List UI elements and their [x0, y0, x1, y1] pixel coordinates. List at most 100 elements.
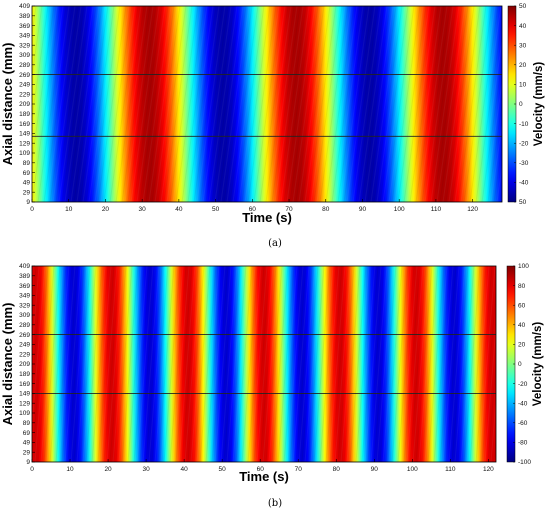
x-tick-label: 120: [467, 206, 478, 213]
x-tick-label: 70: [285, 206, 293, 213]
x-tick-label: 20: [102, 206, 110, 213]
chart-panel-a: 0 10 20 30 40 50 60 70 80 90 100 110 120929496989109…: [0, 3, 545, 249]
y-tick-label: 309: [19, 312, 30, 319]
y-tick-label: 9: [26, 199, 30, 206]
y-tick-label: 29: [23, 189, 31, 196]
y-tick-label: 169: [19, 121, 30, 128]
y-tick-label: 149: [19, 131, 30, 138]
y-tick-label: 309: [19, 52, 30, 59]
y-tick-label: 249: [19, 82, 30, 89]
colorbar-tick-label: 20: [519, 62, 527, 69]
y-tick-label: 229: [19, 351, 30, 358]
x-tick-label: 120: [483, 466, 494, 473]
colorbar: 50 40 30 20 10 0 -10 -20 -30 -40 50 Velocity (mm/s): [507, 3, 545, 206]
colorbar-tick-label: -30: [519, 160, 529, 167]
panel-caption: (b): [268, 498, 282, 509]
y-tick-label: 69: [23, 170, 31, 177]
y-tick-label: 289: [19, 62, 30, 69]
y-axis-label: Axial distance (mm): [0, 43, 15, 166]
x-tick-label: 50: [212, 206, 220, 213]
y-tick-label: 109: [19, 150, 30, 157]
y-tick-label: 389: [19, 13, 30, 20]
colorbar-tick-label: -20: [519, 140, 529, 147]
colorbar-tick-label: -40: [519, 180, 529, 187]
x-axis-label: Time (s): [242, 210, 292, 225]
y-tick-label: 89: [23, 420, 31, 427]
y-tick-label: 109: [19, 410, 30, 417]
colorbar-tick-label: 0: [518, 361, 522, 368]
colorbar-tick-label: 80: [518, 283, 526, 290]
y-tick-label: 189: [19, 111, 30, 118]
y-tick-label: 409: [19, 263, 30, 270]
y-tick-label: 209: [19, 361, 30, 368]
heatmap-field: [32, 6, 502, 202]
y-tick-label: 9: [26, 459, 30, 466]
colorbar-tick-label: 100: [518, 263, 529, 270]
x-tick-label: 0: [30, 206, 34, 213]
colorbar-tick-label: -20: [518, 381, 528, 388]
colorbar-tick-label: 20: [518, 342, 526, 349]
y-axis-label: Axial distance (mm): [0, 303, 15, 426]
x-tick-label: 100: [394, 206, 405, 213]
x-tick-label: 90: [371, 466, 379, 473]
y-tick-label: 329: [19, 302, 30, 309]
y-tick-label: 269: [19, 332, 30, 339]
colorbar-tick-label: -40: [518, 400, 528, 407]
y-tick-label: 349: [19, 293, 30, 300]
x-tick-label: 40: [181, 466, 189, 473]
y-tick-label: 289: [19, 322, 30, 329]
y-tick-label: 269: [19, 72, 30, 79]
colorbar-tick-label: 10: [519, 82, 527, 89]
y-tick-label: 189: [19, 371, 30, 378]
chart-panel-b: 0 10 20 30 40 50 60 70 80 90 100 110 120 9 29 49 69 89 109…: [0, 263, 544, 509]
x-tick-label: 100: [407, 466, 418, 473]
x-tick-label: 20: [104, 466, 112, 473]
panel-caption: (a): [268, 238, 282, 249]
colorbar-tick-label: 30: [519, 42, 527, 49]
heatmap-field: [32, 266, 496, 462]
colorbar-tick-label: 0: [519, 101, 523, 108]
colorbar-tick-label: -100: [518, 459, 531, 466]
y-tick-label: 49: [23, 440, 31, 447]
y-tick-label: 369: [19, 23, 30, 30]
colorbar-label: Velocity (mm/s): [532, 322, 544, 407]
y-tick-label: 69: [23, 430, 31, 437]
y-tick-label: 369: [19, 283, 30, 290]
y-tick-label: 249: [19, 342, 30, 349]
colorbar-tick-label: 40: [519, 23, 527, 30]
x-tick-label: 60: [249, 206, 257, 213]
x-axis-label: Time (s): [239, 469, 289, 484]
x-tick-label: 80: [333, 466, 341, 473]
x-tick-label: 60: [257, 466, 265, 473]
heatmap-texture: [32, 6, 502, 202]
y-tick-label: 129: [19, 400, 30, 407]
x-tick-label: 50: [219, 466, 227, 473]
y-tick-label: 169: [19, 381, 30, 388]
colorbar-tick-label: 40: [518, 322, 526, 329]
x-tick-label: 110: [445, 466, 456, 473]
x-tick-label: 10: [65, 206, 73, 213]
heatmap-texture: [32, 266, 496, 462]
colorbar-tick-label: -10: [519, 121, 529, 128]
x-tick-label: 30: [139, 206, 147, 213]
y-tick-label: 209: [19, 101, 30, 108]
y-tick-label: 49: [23, 180, 31, 187]
colorbar-tick-label: -80: [518, 440, 528, 447]
x-tick-label: 70: [295, 466, 303, 473]
y-tick-label: 349: [19, 33, 30, 40]
colorbar: 100 80 60 40 20 0 -20 -40 -60 -80 -100 Velocity (mm…: [506, 263, 544, 466]
y-tick-label: 229: [19, 91, 30, 98]
x-tick-label: 80: [322, 206, 330, 213]
y-tick-label: 29: [23, 449, 31, 456]
x-tick-label: 10: [66, 466, 74, 473]
y-tick-label: 89: [23, 160, 31, 167]
colorbar-tick-label: 50: [519, 3, 527, 10]
x-tick-label: 30: [142, 466, 150, 473]
colorbar-tick-label: -60: [518, 420, 528, 427]
colorbar-label: Velocity (mm/s): [533, 62, 545, 147]
y-tick-label: 329: [19, 42, 30, 49]
colorbar-tick-label: 50: [519, 199, 527, 206]
x-tick-label: 0: [30, 466, 34, 473]
x-tick-label: 110: [431, 206, 442, 213]
